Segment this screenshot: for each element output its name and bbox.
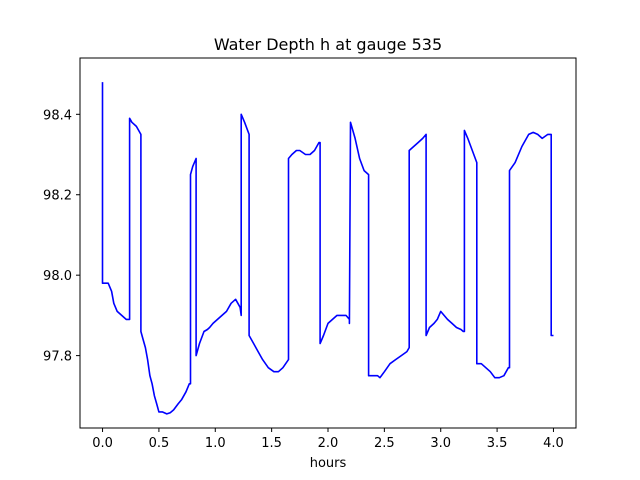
chart-title: Water Depth h at gauge 535 bbox=[214, 35, 442, 54]
x-tick-label: 0.5 bbox=[149, 436, 170, 451]
x-axis-ticks: 0.0 0.5 1.0 1.5 2.0 2.5 3.0 3.5 4.0 bbox=[92, 428, 564, 451]
series-line-0 bbox=[101, 82, 554, 415]
x-axis-label: hours bbox=[310, 456, 347, 471]
y-tick-label: 98.4 bbox=[43, 108, 72, 123]
y-tick-label: 98.0 bbox=[43, 269, 72, 284]
x-tick-label: 2.0 bbox=[318, 436, 339, 451]
x-tick-label: 4.0 bbox=[543, 436, 564, 451]
x-tick-label: 0.0 bbox=[92, 436, 113, 451]
y-tick-label: 98.2 bbox=[43, 189, 72, 204]
x-tick-label: 1.5 bbox=[261, 436, 282, 451]
y-tick-label: 97.8 bbox=[43, 350, 72, 365]
x-tick-label: 2.5 bbox=[374, 436, 395, 451]
y-axis-ticks: 97.8 98.0 98.2 98.4 bbox=[43, 108, 80, 365]
plot-layer bbox=[101, 82, 554, 415]
x-tick-label: 3.0 bbox=[430, 436, 451, 451]
x-tick-label: 3.5 bbox=[487, 436, 508, 451]
x-tick-label: 1.0 bbox=[205, 436, 226, 451]
plot-frame bbox=[79, 57, 577, 429]
